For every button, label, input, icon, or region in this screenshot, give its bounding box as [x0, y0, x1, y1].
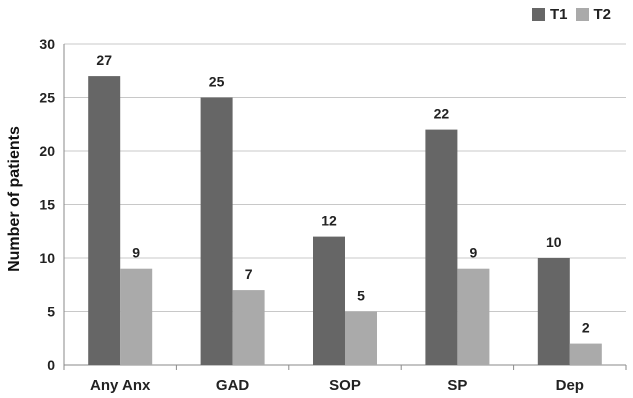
- legend-label-t1: T1: [550, 6, 568, 23]
- data-label: 25: [209, 74, 225, 90]
- legend-swatch-t1: [532, 8, 545, 21]
- y-tick-label: 25: [39, 90, 55, 106]
- x-tick-label: Any Anx: [90, 377, 151, 394]
- data-label: 9: [132, 245, 140, 261]
- bar-t2: [345, 311, 377, 365]
- bar-t1: [425, 129, 458, 365]
- bar-t2: [569, 343, 602, 365]
- legend-item-t2: T2: [575, 6, 612, 23]
- data-label: 22: [434, 106, 450, 122]
- bar-t1: [313, 236, 345, 365]
- x-tick-label: Dep: [556, 377, 584, 394]
- y-tick-label: 5: [47, 304, 55, 320]
- data-label: 9: [470, 245, 478, 261]
- bar-t1: [200, 97, 233, 365]
- bar-t1: [537, 258, 570, 365]
- bar-t2: [457, 268, 490, 365]
- legend: T1 T2: [532, 6, 611, 23]
- y-tick-label: 20: [39, 143, 55, 159]
- legend-item-t1: T1: [532, 6, 568, 23]
- x-tick-label: SP: [447, 377, 467, 394]
- y-tick-label: 30: [39, 36, 55, 52]
- y-tick-label: 0: [47, 357, 55, 373]
- y-tick-label: 15: [39, 197, 55, 213]
- data-label: 12: [321, 213, 337, 229]
- legend-label-t2: T2: [593, 6, 612, 23]
- bar-t2: [232, 290, 265, 365]
- data-label: 5: [357, 288, 365, 304]
- x-tick-label: SOP: [329, 377, 361, 394]
- data-label: 10: [546, 234, 562, 250]
- legend-swatch-t2: [575, 8, 589, 21]
- data-label: 7: [245, 266, 253, 282]
- x-tick-label: GAD: [216, 377, 250, 394]
- bar-t2: [120, 268, 153, 365]
- data-label: 27: [96, 52, 112, 68]
- bar-t1: [88, 76, 121, 365]
- y-tick-label: 10: [39, 250, 55, 266]
- data-label: 2: [582, 320, 590, 336]
